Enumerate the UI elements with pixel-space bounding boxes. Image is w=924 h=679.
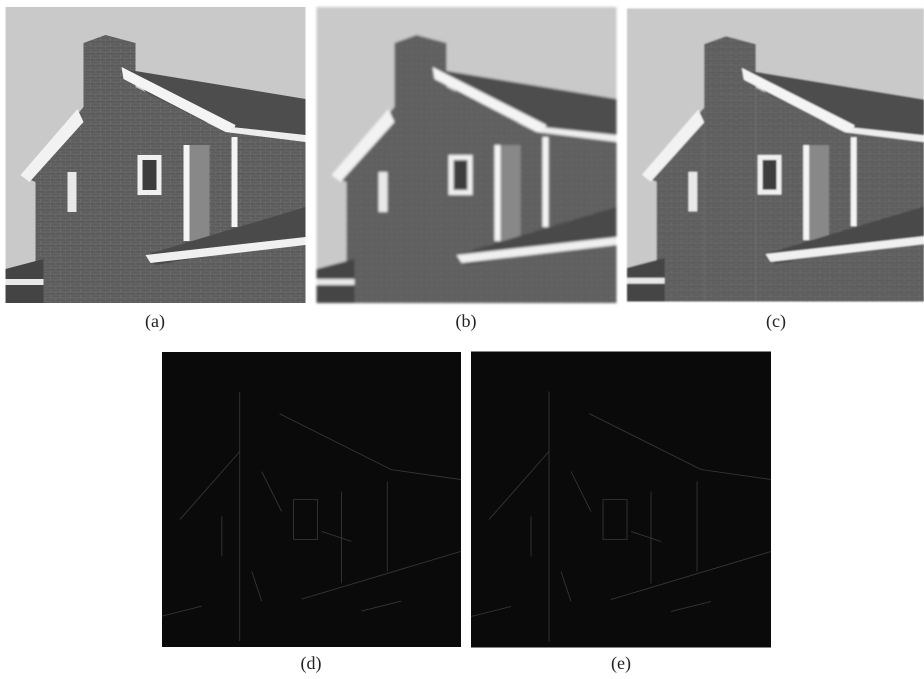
image-original [6, 7, 306, 303]
image-residual-d [162, 352, 461, 647]
image-result-c [627, 8, 924, 301]
image-residual-e [471, 352, 771, 648]
caption: (e) [611, 653, 631, 674]
image-result-b [317, 7, 617, 303]
caption: (b) [456, 311, 477, 332]
caption: (d) [301, 653, 322, 674]
caption: (a) [145, 311, 165, 332]
caption: (c) [766, 311, 786, 332]
figure: (a) (b) (c) (d) (e) [0, 0, 924, 679]
